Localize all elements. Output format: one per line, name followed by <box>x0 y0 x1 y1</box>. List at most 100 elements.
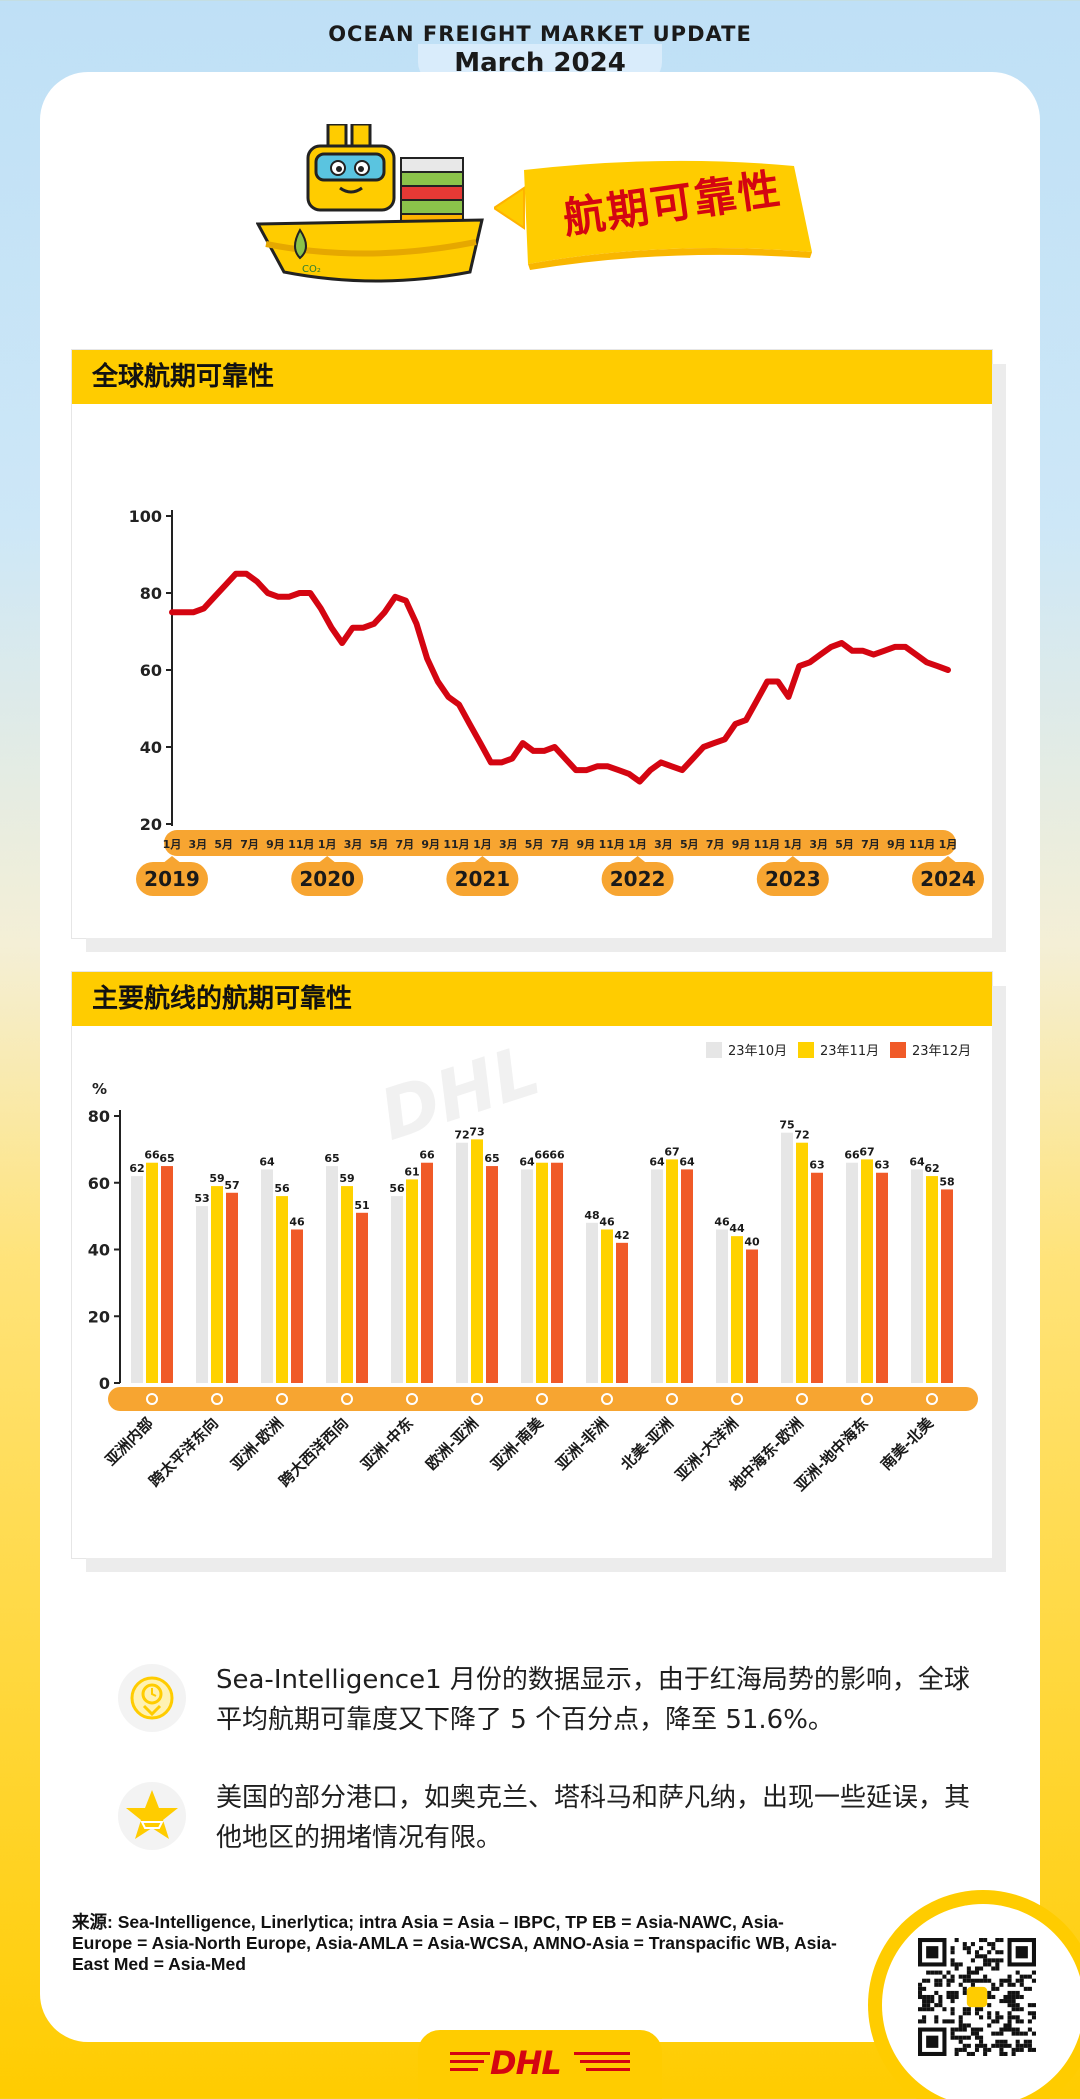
qr-module <box>1011 1994 1016 2000</box>
category-marker <box>406 1393 418 1405</box>
bar-value-label: 75 <box>779 1119 794 1132</box>
qr-module <box>987 1994 992 2000</box>
note-item: Sea-Intelligence1 月份的数据显示，由于红海局势的影响，全球平均… <box>118 1660 978 1764</box>
x-year-label: 2022 <box>610 867 666 891</box>
notes-list: Sea-Intelligence1 月份的数据显示，由于红海局势的影响，全球平均… <box>118 1660 978 1896</box>
qr-module <box>918 1982 923 1987</box>
co2-label: CO₂ <box>302 264 321 275</box>
qr-module <box>1019 2007 1024 2012</box>
bar <box>651 1169 663 1383</box>
qr-module <box>926 1994 931 2000</box>
bar <box>681 1169 693 1383</box>
bar <box>391 1196 403 1383</box>
qr-module <box>1011 1999 1016 2004</box>
qr-module <box>962 1978 967 1983</box>
qr-module <box>974 2031 980 2036</box>
qr-module <box>991 2019 996 2024</box>
qr-module <box>987 2003 992 2008</box>
qr-module <box>934 2019 939 2024</box>
qr-code-icon[interactable] <box>918 1938 1036 2056</box>
reliability-series-line <box>169 570 951 785</box>
qr-module <box>1003 1999 1008 2004</box>
x-month-tick-label: 1月 <box>939 838 958 851</box>
qr-module <box>966 2043 971 2048</box>
qr-module <box>930 2007 935 2012</box>
bar <box>911 1169 923 1383</box>
bar <box>146 1162 158 1383</box>
bar-value-label: 59 <box>209 1172 224 1185</box>
qr-module <box>1015 1994 1020 2000</box>
qr-module <box>995 1966 1000 1971</box>
qr-module <box>1019 1974 1024 1979</box>
category-marker <box>146 1393 158 1405</box>
qr-module <box>1015 2027 1020 2032</box>
category-label: 亚洲-大洋洲 <box>672 1414 742 1484</box>
qr-module <box>966 2023 971 2028</box>
bar-value-label: 53 <box>194 1192 209 1205</box>
x-month-tick-label: 11月 <box>288 838 314 851</box>
bar-value-label: 46 <box>289 1215 305 1228</box>
x-month-tick-label: 7月 <box>395 838 414 851</box>
qr-module <box>991 2043 996 2048</box>
category-label: 北美-亚洲 <box>617 1414 677 1474</box>
bar-value-label: 63 <box>874 1159 889 1172</box>
qr-module <box>970 1978 975 1983</box>
qr-module <box>970 1982 975 1987</box>
qr-module <box>966 2035 971 2040</box>
category-marker <box>276 1393 288 1405</box>
qr-module <box>1003 1978 1008 1983</box>
legend-label: 23年10月 <box>728 1044 787 1059</box>
bar-value-label: 64 <box>679 1155 695 1168</box>
qr-module <box>934 1978 939 1983</box>
qr-module <box>954 1962 959 1967</box>
qr-module <box>974 1970 980 1975</box>
qr-module <box>966 1970 971 1975</box>
qr-module <box>1015 2043 1020 2048</box>
bar-value-label: 56 <box>389 1182 405 1195</box>
qr-module <box>938 2003 943 2008</box>
qr-module <box>934 2003 939 2008</box>
ship-clock-icon <box>118 1664 186 1732</box>
qr-module <box>962 2023 967 2028</box>
bar-value-label: 59 <box>339 1172 354 1185</box>
qr-module <box>1011 2007 1016 2012</box>
qr-module <box>966 2051 971 2056</box>
qr-module <box>1015 2003 1020 2008</box>
qr-module <box>983 2043 988 2048</box>
qr-module <box>991 1966 996 1971</box>
qr-module <box>1011 2027 1016 2032</box>
qr-module <box>922 1986 927 1991</box>
qr-module <box>995 2043 1000 2048</box>
bar <box>211 1186 223 1383</box>
legend-swatch <box>890 1042 906 1058</box>
qr-module <box>926 2003 931 2008</box>
x-month-tick-label: 9月 <box>577 838 596 851</box>
bar <box>536 1162 548 1383</box>
bar-value-label: 42 <box>614 1229 629 1242</box>
qr-module <box>1027 2011 1032 2016</box>
bar <box>601 1229 613 1383</box>
qr-module <box>950 1950 955 1955</box>
qr-module <box>954 2035 959 2040</box>
qr-module <box>983 1978 988 1983</box>
x-month-tick-label: 5月 <box>680 838 699 851</box>
qr-module <box>922 1994 927 2000</box>
bar-value-label: 46 <box>714 1215 730 1228</box>
qr-module <box>946 2019 951 2024</box>
bar <box>471 1139 483 1383</box>
qr-module <box>962 2035 967 2040</box>
qr-module <box>958 1974 963 1979</box>
qr-module <box>970 1958 975 1963</box>
global-reliability-title: 全球航期可靠性 <box>72 350 992 404</box>
x-month-tick-label: 5月 <box>214 838 233 851</box>
qr-module <box>987 1978 992 1983</box>
x-month-tick-label: 7月 <box>240 838 259 851</box>
qr-module <box>979 1946 984 1951</box>
bar-value-label: 56 <box>274 1182 290 1195</box>
qr-module <box>1011 2047 1016 2052</box>
qr-module <box>938 1970 943 1975</box>
qr-module <box>995 1938 1000 1943</box>
qr-module <box>974 1954 980 1959</box>
qr-module <box>918 2019 923 2024</box>
